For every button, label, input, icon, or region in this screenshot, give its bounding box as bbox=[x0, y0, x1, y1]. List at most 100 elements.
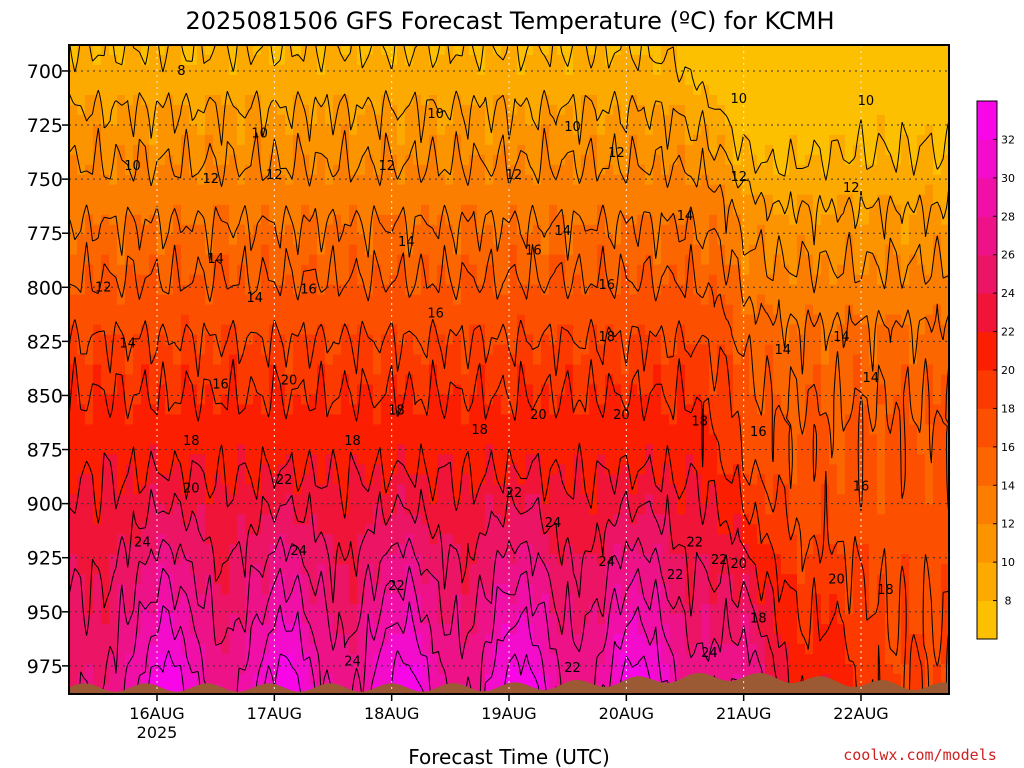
temperature-cell bbox=[301, 674, 310, 685]
temperature-cell bbox=[245, 534, 254, 545]
temperature-cell bbox=[85, 554, 94, 565]
temperature-cell bbox=[541, 664, 550, 675]
temperature-cell bbox=[477, 314, 486, 326]
temperature-cell bbox=[429, 144, 438, 156]
temperature-cell bbox=[101, 484, 110, 495]
temperature-cell bbox=[573, 544, 582, 555]
temperature-cell bbox=[205, 84, 214, 96]
temperature-cell bbox=[413, 364, 422, 376]
temperature-cell bbox=[413, 474, 422, 485]
temperature-cell bbox=[133, 594, 142, 605]
temperature-cell bbox=[637, 254, 646, 266]
temperature-cell bbox=[197, 634, 206, 645]
temperature-cell bbox=[381, 214, 390, 226]
temperature-cell bbox=[213, 604, 222, 615]
temperature-cell bbox=[413, 404, 422, 416]
temperature-cell bbox=[429, 444, 438, 455]
temperature-cell bbox=[317, 574, 326, 585]
temperature-cell bbox=[157, 374, 166, 386]
temperature-cell bbox=[189, 494, 198, 505]
temperature-cell bbox=[421, 434, 430, 445]
temperature-cell bbox=[629, 434, 638, 445]
temperature-cell bbox=[445, 274, 454, 286]
temperature-cell bbox=[389, 654, 398, 665]
temperature-cell bbox=[269, 664, 278, 675]
temperature-cell bbox=[669, 214, 678, 226]
temperature-cell bbox=[645, 244, 654, 256]
temperature-cell bbox=[133, 504, 142, 515]
temperature-cell bbox=[445, 364, 454, 376]
temperature-cell bbox=[525, 224, 534, 236]
temperature-cell bbox=[405, 144, 414, 156]
temperature-cell bbox=[69, 244, 78, 256]
temperature-cell bbox=[637, 374, 646, 386]
temperature-cell bbox=[277, 474, 286, 485]
temperature-cell bbox=[69, 384, 78, 396]
temperature-cell bbox=[445, 434, 454, 445]
temperature-cell bbox=[333, 144, 342, 156]
temperature-cell bbox=[629, 204, 638, 216]
temperature-cell bbox=[149, 45, 158, 56]
temperature-cell bbox=[357, 124, 366, 136]
temperature-cell bbox=[605, 394, 614, 406]
temperature-cell bbox=[253, 404, 262, 416]
temperature-cell bbox=[189, 534, 198, 545]
temperature-cell bbox=[69, 124, 78, 136]
temperature-cell bbox=[101, 614, 110, 625]
temperature-cell bbox=[549, 194, 558, 206]
temperature-cell bbox=[301, 74, 310, 86]
temperature-cell bbox=[437, 374, 446, 386]
temperature-cell bbox=[453, 574, 462, 585]
temperature-cell bbox=[149, 194, 158, 206]
temperature-cell bbox=[453, 304, 462, 316]
temperature-cell bbox=[253, 434, 262, 445]
temperature-cell bbox=[293, 234, 302, 246]
temperature-cell bbox=[197, 84, 206, 96]
temperature-cell bbox=[101, 644, 110, 655]
temperature-cell bbox=[517, 174, 526, 186]
temperature-cell bbox=[333, 304, 342, 316]
temperature-cell bbox=[101, 104, 110, 116]
temperature-cell bbox=[605, 284, 614, 296]
temperature-cell bbox=[253, 74, 262, 86]
temperature-cell bbox=[221, 614, 230, 625]
temperature-cell bbox=[125, 654, 134, 665]
temperature-cell bbox=[333, 84, 342, 96]
temperature-cell bbox=[389, 364, 398, 376]
temperature-cell bbox=[173, 664, 182, 675]
temperature-cell bbox=[597, 394, 606, 406]
temperature-cell bbox=[197, 194, 206, 206]
temperature-cell bbox=[93, 314, 102, 326]
temperature-cell bbox=[141, 504, 150, 515]
temperature-cell bbox=[405, 594, 414, 605]
temperature-cell bbox=[445, 284, 454, 296]
temperature-cell bbox=[285, 574, 294, 585]
temperature-cell bbox=[437, 424, 446, 435]
temperature-cell bbox=[69, 624, 78, 635]
temperature-cell bbox=[621, 184, 630, 196]
temperature-cell bbox=[213, 484, 222, 495]
temperature-cell bbox=[197, 574, 206, 585]
temperature-cell bbox=[397, 144, 406, 156]
temperature-cell bbox=[325, 534, 334, 545]
temperature-cell bbox=[493, 614, 502, 625]
temperature-cell bbox=[565, 224, 574, 236]
temperature-cell bbox=[389, 94, 398, 106]
temperature-cell bbox=[413, 614, 422, 625]
temperature-cell bbox=[573, 434, 582, 445]
temperature-cell bbox=[285, 474, 294, 485]
temperature-cell bbox=[589, 444, 598, 455]
temperature-cell bbox=[245, 64, 254, 76]
temperature-cell bbox=[389, 284, 398, 296]
temperature-cell bbox=[437, 494, 446, 505]
temperature-cell bbox=[125, 624, 134, 635]
temperature-cell bbox=[541, 404, 550, 416]
temperature-cell bbox=[461, 204, 470, 216]
temperature-cell bbox=[197, 274, 206, 286]
temperature-cell bbox=[373, 554, 382, 565]
temperature-cell bbox=[341, 164, 350, 176]
temperature-cell bbox=[93, 644, 102, 655]
temperature-cell bbox=[373, 634, 382, 645]
temperature-cell bbox=[573, 94, 582, 106]
temperature-cell bbox=[253, 144, 262, 156]
